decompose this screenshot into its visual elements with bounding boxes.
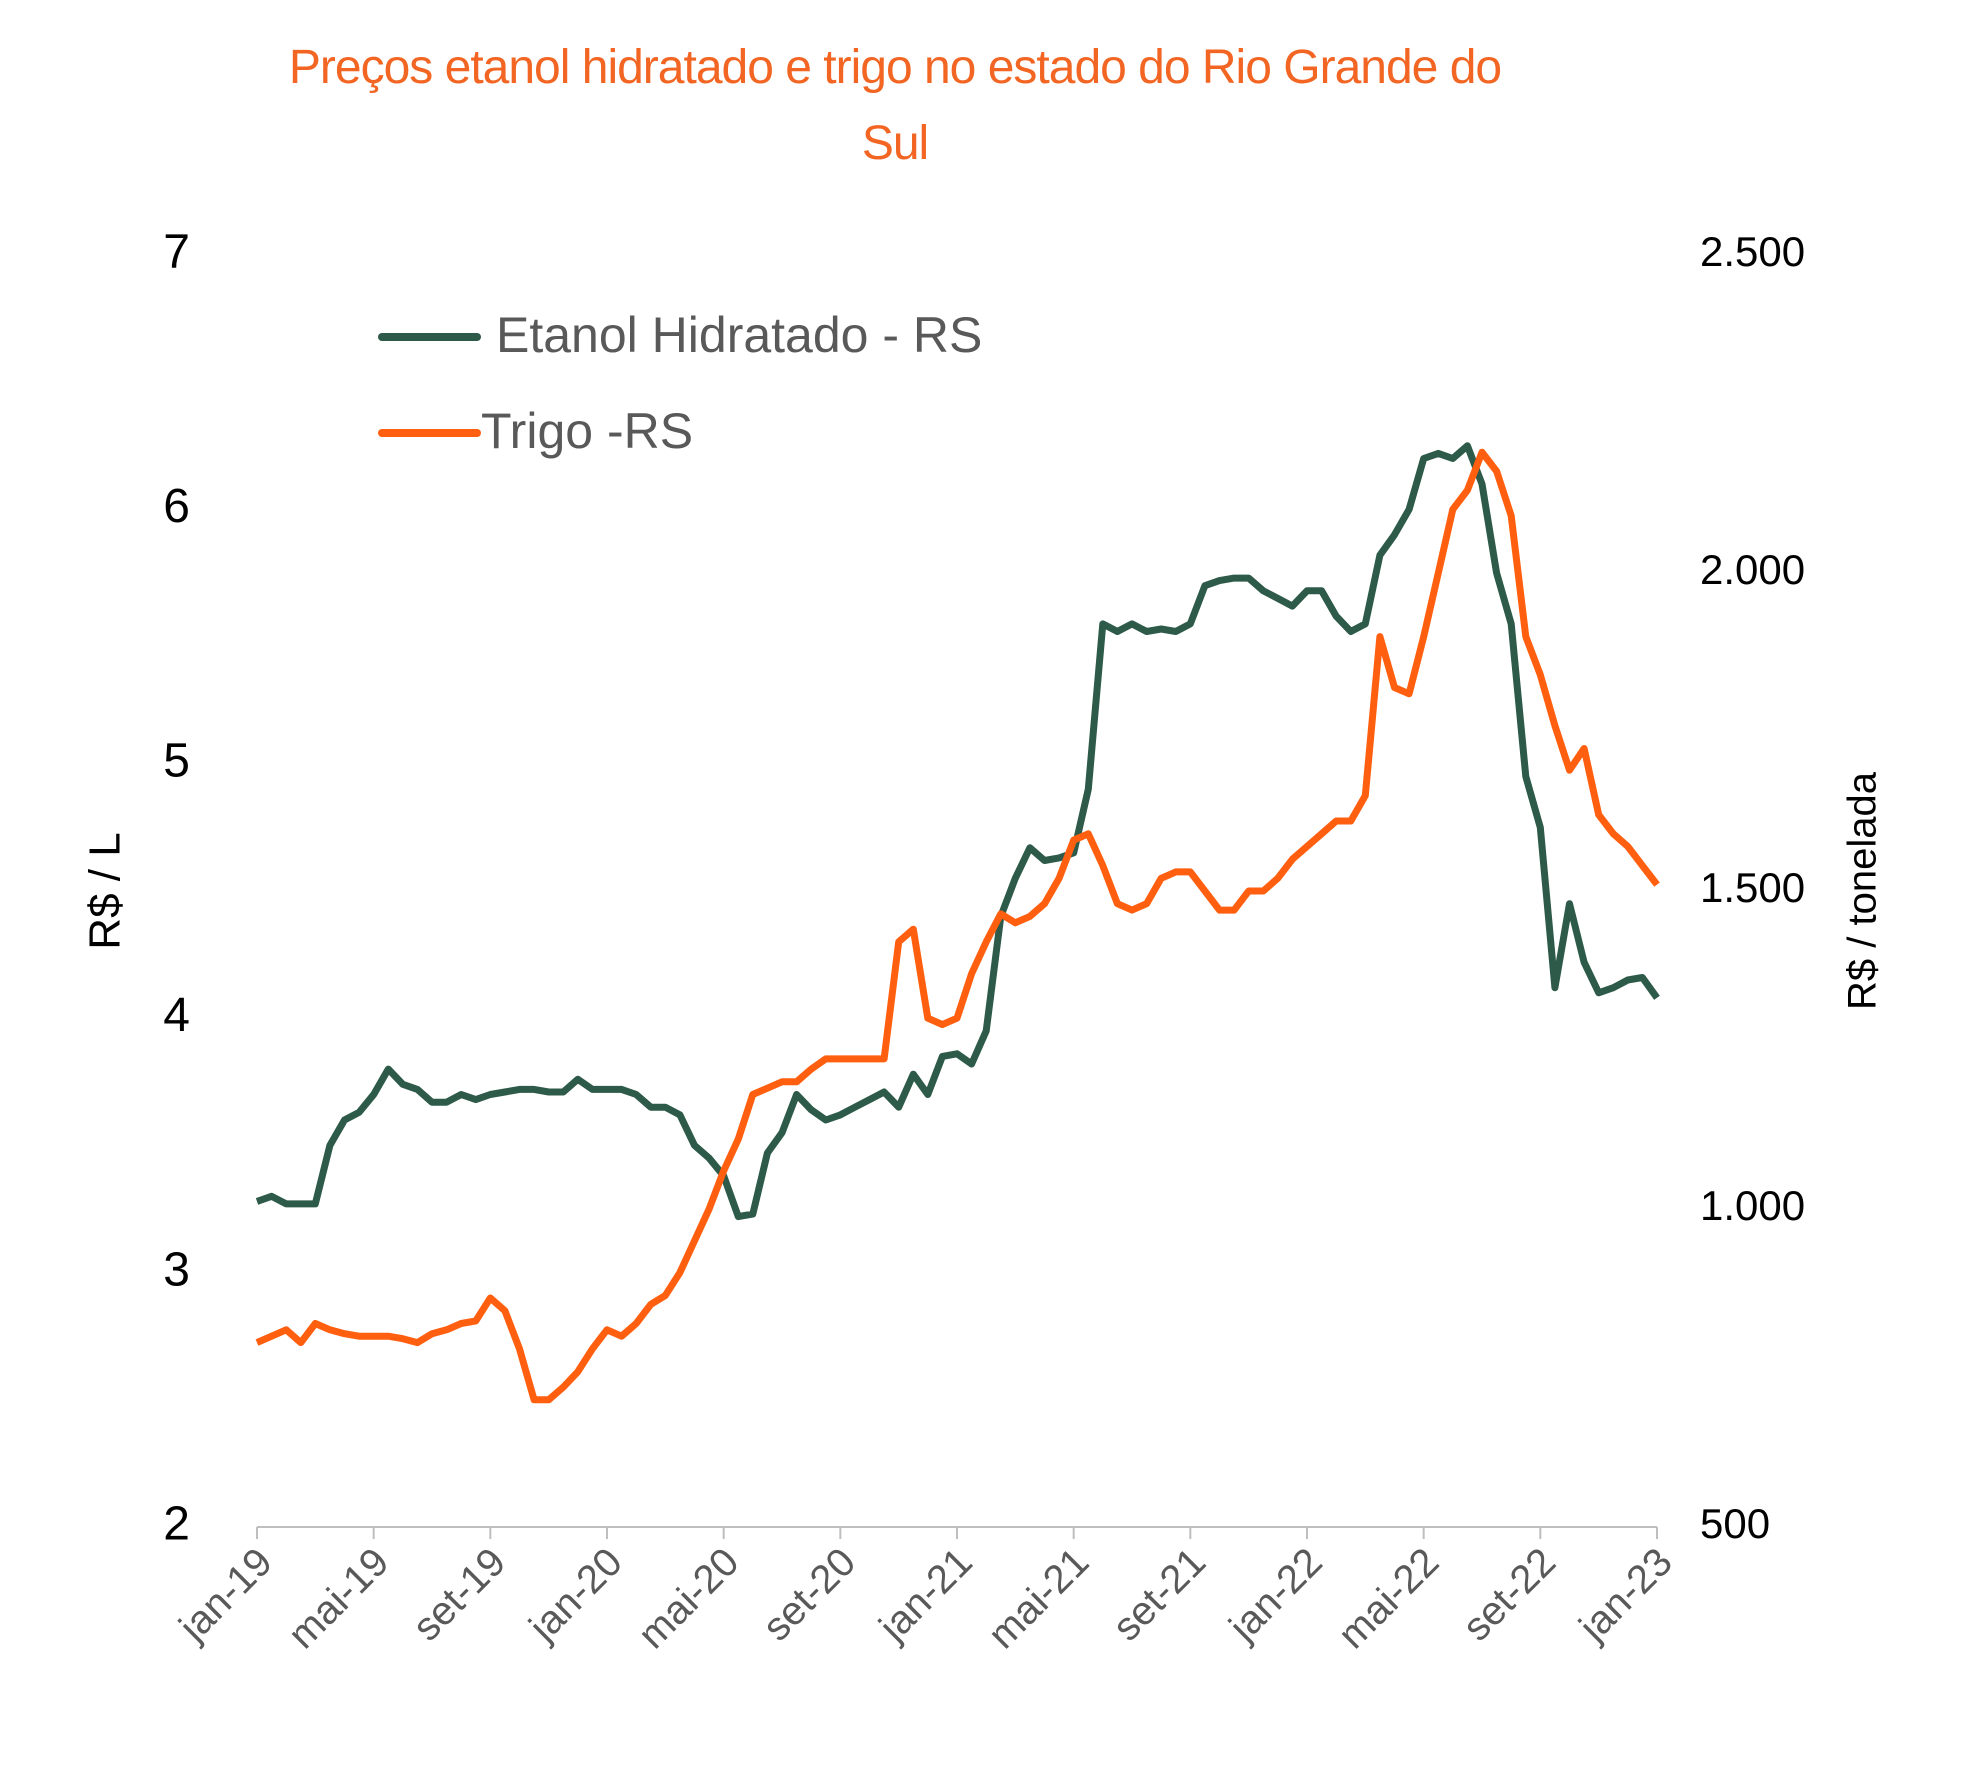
x-tick-label: jan-21 [870, 1540, 980, 1650]
legend-label: Trigo -RS [481, 403, 693, 459]
x-tick-label: set-21 [1104, 1540, 1214, 1650]
x-tick-label: set-22 [1454, 1540, 1564, 1650]
y2-tick-label: 2.000 [1700, 546, 1805, 593]
y-tick-label: 4 [163, 989, 190, 1042]
y-tick-label: 7 [163, 226, 190, 279]
y-tick-label: 6 [163, 480, 190, 533]
y-tick-label: 2 [163, 1498, 190, 1551]
x-tick-label: jan-20 [520, 1540, 630, 1650]
y2-axis-label: R$ / tonelada [1841, 771, 1885, 1010]
y2-tick-label: 1.000 [1700, 1182, 1805, 1229]
x-tick-label: set-20 [754, 1540, 864, 1650]
y2-tick-label: 500 [1700, 1500, 1770, 1547]
chart-title: Preços etanol hidratado e trigo no estad… [288, 41, 1502, 170]
x-tick-label: mai-19 [280, 1540, 398, 1658]
x-tick-label: set-19 [404, 1540, 514, 1650]
x-tick-label: mai-22 [1330, 1540, 1448, 1658]
y2-tick-label: 2.500 [1700, 228, 1805, 275]
data-line [255, 442, 1660, 1221]
x-tick-label: jan-19 [170, 1540, 280, 1650]
x-tick-label: jan-23 [1570, 1540, 1680, 1650]
x-tick-label: jan-22 [1220, 1540, 1330, 1650]
y-tick-label: 5 [163, 734, 190, 787]
y-axis-label: R$ / L [81, 832, 130, 949]
x-tick-label: mai-20 [630, 1540, 748, 1658]
data-line [255, 448, 1660, 1404]
y2-tick-label: 1.500 [1700, 864, 1805, 911]
legend-label: Etanol Hidratado - RS [496, 307, 982, 363]
y-tick-label: 3 [163, 1243, 190, 1296]
x-tick-label: mai-21 [980, 1540, 1098, 1658]
